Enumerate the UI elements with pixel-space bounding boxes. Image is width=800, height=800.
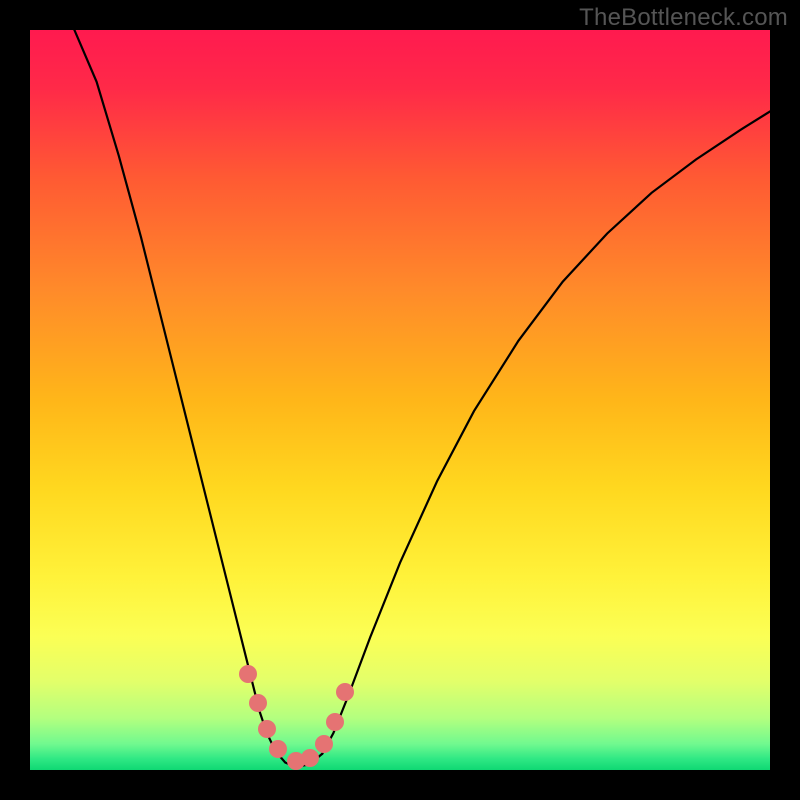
dots-layer	[30, 30, 770, 770]
data-point-dot	[239, 665, 257, 683]
watermark-text: TheBottleneck.com	[579, 4, 788, 32]
data-point-dot	[258, 720, 276, 738]
data-point-dot	[301, 749, 319, 767]
data-point-dot	[315, 735, 333, 753]
data-point-dot	[249, 694, 267, 712]
data-point-dot	[336, 683, 354, 701]
plot-area	[30, 30, 770, 770]
data-point-dot	[269, 740, 287, 758]
data-point-dot	[326, 713, 344, 731]
